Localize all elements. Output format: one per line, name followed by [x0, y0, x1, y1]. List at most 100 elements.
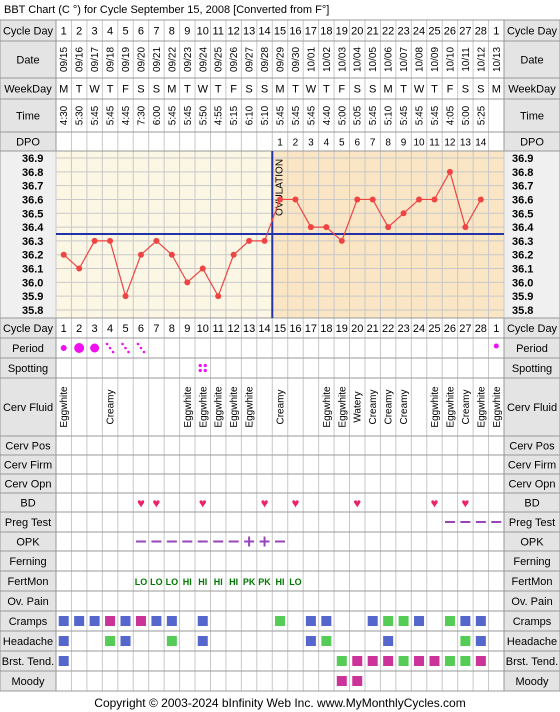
cerv-opn-label-left: Cerv Opn	[4, 479, 51, 491]
cycle-day-label-right: Cycle Day	[507, 26, 558, 38]
cycle-day-bottom-cell: 15	[274, 323, 286, 335]
dpo-cell: 10	[413, 138, 425, 149]
fertmon-reading: LO	[135, 577, 148, 587]
cycle-day-bottom-cell: 3	[92, 323, 98, 335]
headache-mark	[197, 636, 208, 646]
chart-data-layer: 1 2 3 4 5 6 7 8 9 10 11 12 13 14 15 16 17 18 19 20 21 22 23 24 2…	[56, 26, 504, 686]
time-cell: 5:45	[90, 105, 101, 125]
weekday-cell: S	[354, 84, 361, 96]
date-cell: 10/08	[415, 47, 426, 72]
date-cell: 09/21	[152, 47, 163, 72]
cycle-day-bottom-cell: 13	[243, 323, 255, 335]
headache-mark	[475, 636, 486, 646]
cycle-day-bottom-cell: 27	[459, 323, 471, 335]
cycle-day-bottom-label-left: Cycle Day	[3, 323, 54, 335]
ovulation-label: OVULATION	[274, 159, 285, 216]
date-cell: 10/02	[322, 47, 333, 72]
cerv-fluid-value: Eggwhite	[445, 386, 456, 428]
cramps-mark	[367, 616, 378, 626]
cycle-day-label-left: Cycle Day	[3, 26, 54, 38]
spotting-dot	[198, 363, 202, 368]
y-tick-right: 36.2	[512, 250, 533, 262]
cycle-day-bottom-cell: 10	[197, 323, 209, 335]
dpo-cell: 6	[354, 138, 360, 149]
brst-tend-mark	[429, 656, 440, 666]
y-tick-right: 35.9	[512, 291, 533, 303]
cramps-label-right: Cramps	[513, 616, 552, 628]
cycle-day-cell: 26	[444, 26, 456, 38]
date-cell: 09/15	[59, 47, 70, 72]
y-tick-left: 36.9	[22, 153, 43, 165]
temperature-point	[477, 196, 484, 203]
time-bg	[56, 99, 504, 132]
period-mark	[493, 343, 499, 349]
bd-heart: ♥	[292, 496, 300, 511]
fertmon-reading: HI	[198, 577, 207, 587]
cerv-fluid-value: Eggwhite	[322, 386, 333, 428]
cycle-day-cell: 10	[197, 26, 209, 38]
cramps-mark	[460, 616, 471, 626]
cerv-fluid-value: Creamy	[384, 389, 395, 424]
fertmon-row-bg	[56, 571, 504, 591]
date-cell: 09/22	[167, 47, 178, 72]
cycle-day-cell: 16	[289, 26, 301, 38]
period-label-right: Period	[516, 343, 548, 355]
ov-pain-row-bg	[56, 591, 504, 611]
y-tick-left: 35.8	[22, 305, 43, 317]
copyright-footer: Copyright © 2003-2024 bInfinity Web Inc.…	[94, 696, 465, 710]
cycle-day-cell: 8	[169, 26, 175, 38]
time-label-bg-right	[503, 98, 560, 133]
cycle-day-bottom-cell: 23	[397, 323, 409, 335]
cramps-mark	[166, 616, 177, 626]
cerv-fluid-row-bg	[56, 378, 504, 436]
weekday-cell: T	[323, 84, 330, 96]
time-cell: 5:10	[384, 105, 395, 125]
dpo-cell: 12	[444, 138, 456, 149]
brst-tend-mark	[475, 656, 486, 666]
y-tick-left: 36.6	[22, 194, 43, 206]
cycle-day-bottom-cell: 20	[351, 323, 363, 335]
weekday-cell: T	[184, 84, 191, 96]
headache-mark	[166, 636, 177, 646]
time-cell: 7:30	[136, 105, 147, 125]
date-cell: 09/28	[260, 47, 271, 72]
time-cell: 5:45	[430, 105, 441, 125]
period-spot	[136, 342, 140, 346]
cycle-day-cell: 11	[212, 26, 223, 38]
cramps-mark	[151, 616, 162, 626]
cerv-fluid-value: Creamy	[368, 389, 379, 424]
date-cell: 10/04	[353, 47, 364, 72]
temperature-point	[416, 196, 423, 203]
y-tick-right: 36.4	[512, 222, 534, 234]
time-cell: 5:45	[276, 105, 287, 125]
weekday-cell: S	[137, 84, 144, 96]
spotting-row-bg	[56, 358, 504, 378]
time-cell: 5:45	[368, 105, 379, 125]
date-cell: 09/25	[214, 47, 225, 72]
dpo-bg	[56, 132, 504, 151]
cycle-day-bottom-cell: 11	[212, 323, 223, 335]
y-axis-left-bg	[0, 150, 57, 319]
y-tick-left: 36.2	[22, 250, 43, 262]
cramps-mark	[398, 616, 409, 626]
time-cell: 5:50	[198, 105, 209, 125]
cycle-day-bottom-cell: 25	[428, 323, 440, 335]
bd-heart: ♥	[199, 496, 207, 511]
date-cell: 10/07	[399, 47, 410, 72]
temperature-point	[307, 224, 314, 231]
temperature-point	[168, 251, 175, 258]
temperature-point	[137, 251, 144, 258]
moody-row-bg	[56, 671, 504, 691]
cycle-day-cell: 3	[92, 26, 98, 38]
time-cell: 5:25	[476, 105, 487, 125]
weekday-cell: F	[230, 84, 237, 96]
chart-grid	[0, 19, 560, 692]
cycle-day-bottom-cell: 24	[413, 323, 425, 335]
dpo-cell: 2	[293, 138, 299, 149]
cramps-label-left: Cramps	[9, 616, 48, 628]
date-cell: 10/01	[306, 47, 317, 72]
bd-heart: ♥	[431, 496, 439, 511]
headache-mark	[58, 636, 69, 646]
preg-test-label-right: Preg Test	[509, 517, 555, 529]
headache-mark	[321, 636, 332, 646]
